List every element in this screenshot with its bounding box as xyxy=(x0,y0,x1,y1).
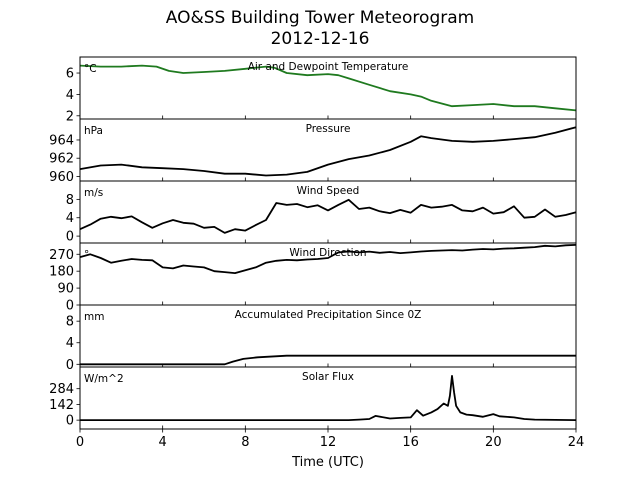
panel-wind_speed-title: Wind Speed xyxy=(297,185,360,197)
panel-wind_speed-ytick-label-1: 4 xyxy=(66,211,74,226)
panel-wind_speed: 0 4 8 m/s Wind Speed xyxy=(66,180,577,245)
chart-subtitle: 2012-12-16 xyxy=(270,29,370,49)
panel-wind_direction-ytick-label-3: 270 xyxy=(49,248,74,263)
panel-pressure: 960 962 964 hPa Pressure xyxy=(49,118,577,185)
panel-wind_direction-ytick-label-1: 90 xyxy=(57,282,74,297)
x-tick-label-2: 8 xyxy=(241,435,249,450)
panel-temperature-title: Air and Dewpoint Temperature xyxy=(248,61,409,73)
panel-solar_flux-title: Solar Flux xyxy=(302,371,354,383)
panel-pressure-unit: hPa xyxy=(84,125,103,137)
panel-wind_direction: 0 90 180 270 ° Wind Direction xyxy=(49,242,577,314)
panel-solar_flux-unit: W/m^2 xyxy=(84,373,124,385)
panel-precipitation: 0 4 8 mm Accumulated Precipitation Since 0Z xyxy=(66,304,577,373)
panel-solar_flux-series-line xyxy=(80,374,577,422)
chart-title: AO&SS Building Tower Meteorogram xyxy=(165,8,475,28)
panels-group: 246 °C Air and Dewpoint Temperature9609629… xyxy=(49,56,577,430)
panel-wind_speed-ytick-label-2: 8 xyxy=(66,193,74,208)
panel-precipitation-title: Accumulated Precipitation Since 0Z xyxy=(235,309,422,321)
panel-wind_speed-unit: m/s xyxy=(84,187,103,199)
panel-wind_direction-unit: ° xyxy=(84,249,89,261)
panel-temperature-ytick-label-1: 4 xyxy=(66,88,74,103)
panel-precipitation-ytick-label-0: 0 xyxy=(66,358,74,373)
panel-temperature-series-line xyxy=(79,64,577,112)
x-tick-label-0: 0 xyxy=(76,435,84,450)
panel-wind_direction-series-line xyxy=(79,244,577,275)
panel-pressure-ytick-label-2: 964 xyxy=(49,133,74,148)
panel-precipitation-ytick-label-1: 4 xyxy=(66,336,74,351)
panel-precipitation-ytick-label-2: 8 xyxy=(66,315,74,330)
panel-wind_direction-ytick-label-0: 0 xyxy=(66,299,74,314)
panel-pressure-title: Pressure xyxy=(306,123,351,135)
x-tick-label-5: 20 xyxy=(485,435,502,450)
x-tick-label-3: 12 xyxy=(320,435,337,450)
panel-precipitation-series-line xyxy=(80,354,576,366)
panel-solar_flux-ytick-label-0: 0 xyxy=(66,414,74,429)
panel-wind_speed-series-line xyxy=(79,198,577,234)
panel-pressure-series-line xyxy=(79,126,577,177)
panel-solar_flux-ytick-label-2: 284 xyxy=(49,382,74,397)
panel-temperature-ytick-label-2: 6 xyxy=(66,67,74,82)
panel-wind_speed-ytick-label-0: 0 xyxy=(66,230,74,245)
panel-temperature-unit: °C xyxy=(84,63,97,75)
x-axis-label: Time (UTC) xyxy=(291,455,364,470)
panel-temperature: 2 4 6 °C Air and Dewpoint Temperature xyxy=(66,56,577,124)
panel-temperature-ytick-label-0: 2 xyxy=(66,109,74,124)
x-axis: 0 4 8 12 16 20 24 xyxy=(76,429,584,450)
panel-pressure-ytick-label-1: 962 xyxy=(49,152,74,167)
x-tick-label-1: 4 xyxy=(159,435,167,450)
x-tick-label-4: 16 xyxy=(402,435,419,450)
panel-wind_direction-ytick-label-2: 180 xyxy=(49,265,74,280)
x-tick-label-6: 24 xyxy=(568,435,585,450)
panel-wind_direction-title: Wind Direction xyxy=(289,247,366,259)
panel-pressure-ytick-label-0: 960 xyxy=(49,170,74,185)
panel-solar_flux-ytick-label-1: 142 xyxy=(49,398,74,413)
panel-precipitation-unit: mm xyxy=(84,311,104,323)
